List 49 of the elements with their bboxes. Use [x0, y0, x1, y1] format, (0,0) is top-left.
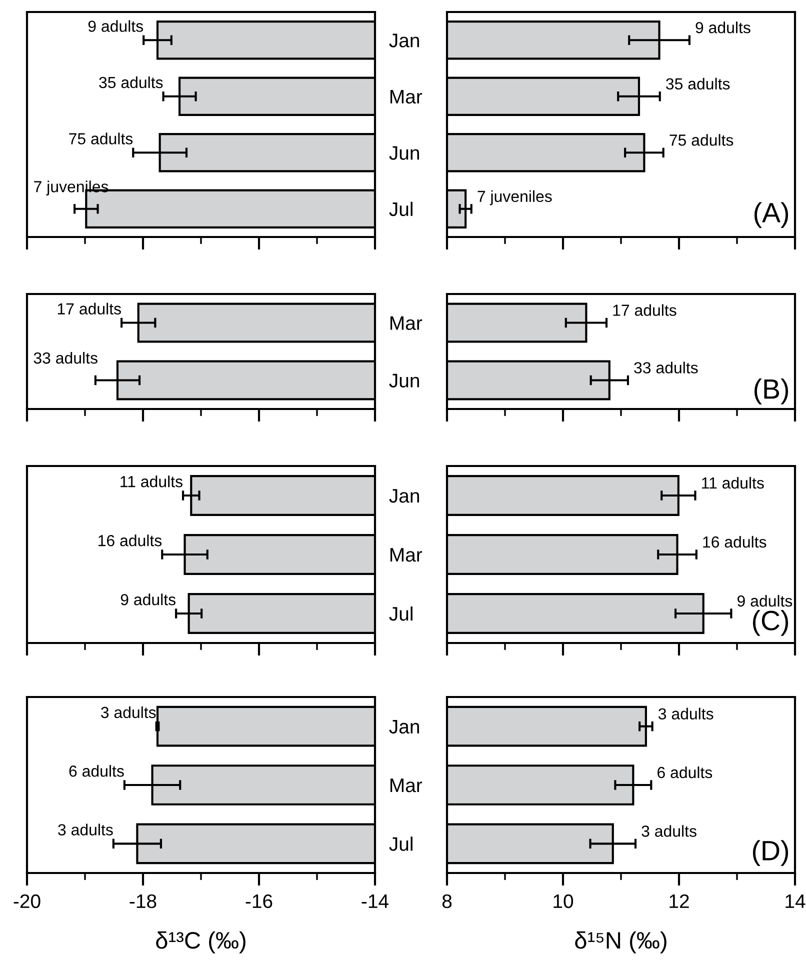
annotation: (C): [752, 610, 788, 636]
annotation: 17 adults: [613, 304, 676, 316]
annotation: (A): [754, 202, 788, 228]
y-tick-label: Jan: [389, 720, 419, 734]
annotation: 17 adults: [58, 302, 121, 315]
y-tick-label: Jan: [389, 34, 419, 48]
y-tick-label: Jul: [389, 202, 412, 216]
annotation: 11 adults: [120, 476, 182, 488]
annotation: (D): [752, 840, 788, 866]
annotation: 3 adults: [58, 824, 113, 836]
annotation: 9 adults: [696, 22, 750, 34]
annotation: 7 juveniles: [478, 190, 552, 206]
annotation: 35 adults: [666, 78, 730, 90]
x-axis-title: δ¹³C (‰): [156, 931, 246, 954]
annotation: 16 adults: [98, 534, 162, 546]
x-tick-label: 14: [786, 894, 806, 908]
annotation: 75 adults: [670, 134, 734, 146]
y-tick-label: Jul: [389, 836, 412, 851]
annotation: 16 adults: [703, 536, 766, 548]
annotation: (B): [754, 378, 788, 404]
annotation: 35 adults: [99, 76, 163, 88]
x-tick-label: 8: [442, 894, 452, 908]
y-tick-label: Mar: [390, 548, 422, 562]
y-tick-label: Mar: [390, 90, 422, 104]
annotation: 3 adults: [101, 706, 156, 718]
annotation: 6 adults: [69, 765, 124, 777]
annotation: 75 adults: [69, 132, 133, 144]
y-tick-label: Jun: [389, 374, 419, 388]
x-axis-title: δ¹⁵N (‰): [575, 931, 666, 954]
annotation: 9 adults: [88, 20, 144, 32]
y-tick-label: Jan: [389, 489, 419, 503]
x-tick-label: 10: [554, 894, 574, 908]
annotation: 3 adults: [642, 825, 696, 837]
x-tick-label: -14: [362, 894, 388, 908]
y-tick-label: Jun: [389, 146, 419, 160]
annotation: 9 adults: [120, 594, 176, 606]
annotation: 3 adults: [658, 708, 714, 720]
annotation: 33 adults: [634, 362, 698, 374]
x-tick-label: -18: [130, 894, 156, 908]
annotation: 33 adults: [34, 352, 98, 364]
y-tick-label: Mar: [390, 778, 422, 792]
y-tick-label: Mar: [390, 316, 422, 330]
x-tick-label: -20: [14, 894, 40, 908]
x-tick-label: 12: [670, 894, 689, 908]
annotation: 11 adults: [702, 476, 764, 489]
x-tick-label: -16: [246, 894, 272, 908]
y-tick-label: Jul: [389, 606, 412, 621]
annotation: 9 adults: [738, 594, 792, 607]
annotation: 6 adults: [658, 766, 712, 778]
